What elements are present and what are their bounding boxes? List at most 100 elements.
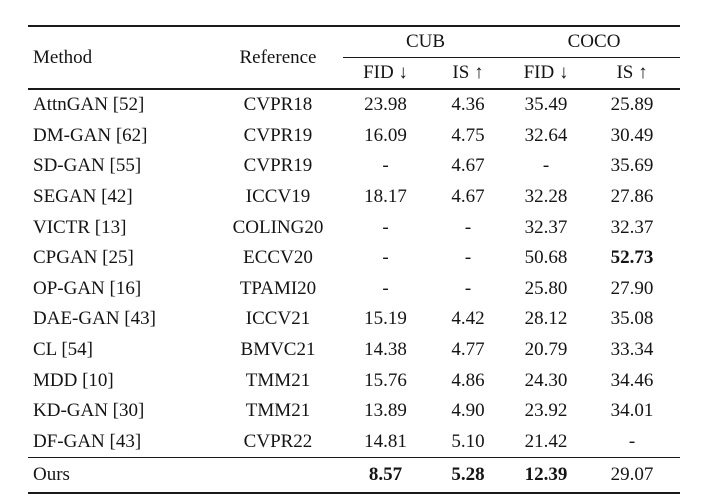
table-header: Method Reference CUB COCO FID ↓ IS ↑ FID… [28, 26, 681, 90]
cub-fid-cell: - [382, 247, 389, 269]
reference-cell: ECCV20 [243, 247, 313, 269]
coco-is-cell: 29.07 [610, 464, 654, 486]
cub-fid-cell: - [382, 155, 389, 177]
table-row: AttnGAN [52] CVPR18 23.98 4.36 35.49 25.… [28, 89, 680, 121]
col-header-reference: Reference [239, 46, 317, 68]
header-row-groups: Method Reference CUB COCO [28, 26, 681, 68]
table-row: DF-GAN [43] CVPR22 14.81 5.10 21.42 - [28, 427, 680, 458]
col-group-cub: CUB [343, 26, 509, 58]
reference-cell: BMVC21 [240, 339, 316, 361]
cub-is-cell: 4.90 [451, 400, 485, 422]
method-cell: CL [54] [33, 339, 93, 361]
cub-is-cell: 4.86 [451, 369, 485, 391]
col-header-cub-is: IS ↑ [452, 62, 484, 83]
coco-fid-cell: - [542, 155, 550, 177]
reference-cell: CVPR22 [243, 430, 313, 452]
cub-is-cell: 4.67 [451, 186, 485, 208]
method-cell: OP-GAN [16] [33, 277, 142, 299]
cub-fid-cell: - [382, 277, 389, 299]
method-cell: DF-GAN [43] [33, 430, 142, 452]
table-row: DM-GAN [62] CVPR19 16.09 4.75 32.64 30.4… [28, 121, 680, 152]
cub-fid-cell: 15.19 [364, 308, 407, 330]
coco-fid-cell: 50.68 [524, 247, 568, 269]
coco-is-cell: 34.46 [610, 369, 654, 391]
table-row: CL [54] BMVC21 14.38 4.77 20.79 33.34 [28, 335, 680, 366]
reference-cell [213, 458, 343, 494]
cub-fid-cell: 8.57 [368, 464, 403, 486]
coco-is-cell: 35.69 [610, 155, 654, 177]
cub-is-cell: - [464, 216, 472, 238]
cub-fid-cell: 14.38 [364, 339, 407, 361]
reference-cell: CVPR19 [243, 155, 313, 177]
table-row: SEGAN [42] ICCV19 18.17 4.67 32.28 27.86 [28, 182, 680, 213]
coco-fid-cell: 32.28 [524, 186, 568, 208]
table-row: CPGAN [25] ECCV20 - - 50.68 52.73 [28, 243, 680, 274]
col-group-coco: COCO [508, 26, 681, 58]
coco-is-cell: 25.89 [610, 94, 654, 116]
col-header-method: Method [33, 46, 93, 68]
reference-cell: TPAMI20 [239, 277, 317, 299]
coco-fid-cell: 12.39 [524, 464, 568, 486]
reference-cell: ICCV19 [245, 186, 311, 208]
cub-fid-cell: 23.98 [364, 94, 407, 116]
table-row: Ours 8.57 5.28 12.39 29.07 [28, 457, 681, 494]
coco-fid-cell: 28.12 [524, 308, 568, 330]
method-cell: DAE-GAN [43] [33, 308, 156, 330]
coco-fid-cell: 20.79 [524, 339, 568, 361]
col-header-coco-fid: FID ↓ [523, 62, 569, 83]
table-row: KD-GAN [30] TMM21 13.89 4.90 23.92 34.01 [28, 396, 680, 427]
coco-is-cell: 35.08 [610, 308, 654, 330]
coco-is-cell: 27.90 [610, 277, 654, 299]
cub-is-cell: 4.67 [451, 155, 485, 177]
coco-fid-cell: 32.37 [524, 216, 568, 238]
cub-is-cell: 4.75 [451, 124, 485, 146]
cub-is-cell: 4.77 [451, 339, 485, 361]
coco-fid-cell: 23.92 [524, 400, 568, 422]
method-cell: CPGAN [25] [33, 247, 134, 269]
method-cell: SEGAN [42] [33, 186, 133, 208]
coco-is-cell: 32.37 [610, 216, 654, 238]
table-row: SD-GAN [55] CVPR19 - 4.67 - 35.69 [28, 151, 680, 182]
table-row: MDD [10] TMM21 15.76 4.86 24.30 34.46 [28, 365, 680, 396]
cub-fid-cell: 18.17 [364, 186, 407, 208]
method-cell: MDD [10] [33, 369, 114, 391]
method-cell: VICTR [13] [33, 216, 127, 238]
cub-is-cell: 4.36 [451, 94, 485, 116]
reference-cell: ICCV21 [245, 308, 311, 330]
reference-cell: TMM21 [245, 400, 311, 422]
cub-fid-cell: 14.81 [364, 430, 407, 452]
coco-fid-cell: 24.30 [524, 369, 568, 391]
cub-is-cell: - [464, 247, 472, 269]
coco-is-cell: 30.49 [610, 124, 654, 146]
method-cell: KD-GAN [30] [33, 400, 145, 422]
cub-fid-cell: 16.09 [364, 124, 407, 146]
reference-cell: CVPR19 [243, 124, 313, 146]
header-row-metrics: FID ↓ IS ↑ FID ↓ IS ↑ [28, 58, 680, 90]
cub-fid-cell: - [382, 216, 389, 238]
cub-fid-cell: 15.76 [364, 369, 407, 391]
results-table: Method Reference CUB COCO FID ↓ IS ↑ FID… [28, 25, 681, 495]
coco-fid-cell: 21.42 [524, 430, 568, 452]
col-header-coco-is: IS ↑ [616, 62, 648, 83]
table-row: OP-GAN [16] TPAMI20 - - 25.80 27.90 [28, 274, 680, 305]
coco-fid-cell: 35.49 [524, 94, 568, 116]
table-row: DAE-GAN [43] ICCV21 15.19 4.42 28.12 35.… [28, 304, 680, 335]
cub-is-cell: 5.28 [451, 464, 485, 486]
coco-is-cell: 27.86 [610, 186, 654, 208]
reference-cell: TMM21 [245, 369, 311, 391]
cub-fid-cell: 13.89 [364, 400, 407, 422]
method-cell: AttnGAN [52] [33, 94, 145, 116]
coco-is-cell: 52.73 [610, 247, 654, 269]
reference-cell: COLING20 [232, 216, 324, 238]
method-cell: SD-GAN [55] [33, 155, 142, 177]
cub-is-cell: 4.42 [451, 308, 485, 330]
paper-page: Method Reference CUB COCO FID ↓ IS ↑ FID… [0, 25, 703, 501]
cub-is-cell: - [464, 277, 472, 299]
coco-is-cell: - [628, 430, 636, 452]
coco-is-cell: 33.34 [610, 339, 654, 361]
coco-is-cell: 34.01 [610, 400, 654, 422]
col-header-cub-fid: FID ↓ [363, 62, 408, 83]
reference-cell: CVPR18 [243, 94, 313, 116]
coco-fid-cell: 25.80 [524, 277, 568, 299]
method-cell: Ours [33, 464, 70, 486]
